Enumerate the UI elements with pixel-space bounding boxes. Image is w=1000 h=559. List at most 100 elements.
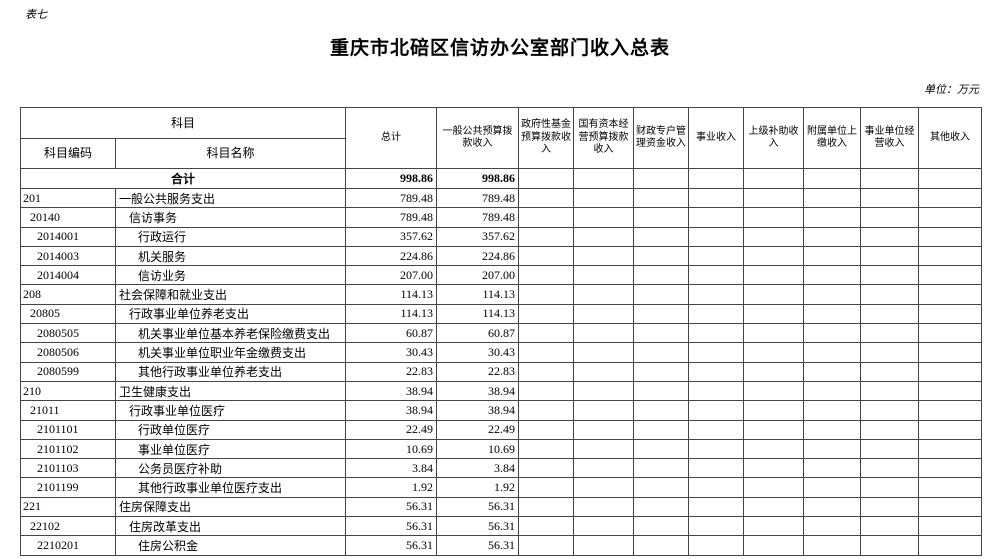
column-header-6: 事业收入	[688, 107, 745, 169]
sheet-label: 表七	[25, 9, 47, 21]
column-header-5: 财政专户管理资金收入	[633, 107, 690, 169]
value-cell	[860, 245, 920, 267]
total-value-cell: 998.86	[436, 168, 520, 189]
value-cell	[688, 477, 745, 498]
value-cell: 224.86	[345, 245, 438, 267]
value-cell	[803, 245, 862, 267]
value-cell: 1.92	[436, 477, 520, 498]
subject-code-cell: 2101101	[20, 419, 116, 440]
value-cell	[573, 361, 635, 382]
total-label: 合计	[19, 168, 347, 189]
unit-note: 单位：万元	[924, 84, 979, 96]
value-cell	[860, 419, 920, 440]
value-cell	[743, 458, 805, 479]
value-cell	[518, 323, 575, 344]
value-cell	[573, 265, 635, 286]
value-cell	[573, 400, 635, 421]
value-cell: 224.86	[436, 245, 520, 267]
subject-code-cell: 22102	[20, 516, 116, 537]
header-row-top: 科目 总计 一般公共预算拨款收入 政府性基金预算拨款收入 国有资本经营预算拨款收入 财政…	[19, 107, 983, 169]
value-cell	[518, 535, 575, 556]
table-row: 2101199 其他行政事业单位医疗支出 1.92 1.92	[20, 477, 983, 498]
value-cell	[633, 323, 690, 344]
subject-code-cell: 20805	[20, 303, 116, 325]
column-header-9: 事业单位经营收入	[860, 107, 920, 169]
subject-code-cell: 210	[20, 380, 116, 402]
value-cell	[633, 284, 690, 305]
value-cell	[743, 207, 805, 228]
value-cell	[743, 477, 805, 498]
value-cell	[803, 477, 862, 498]
value-cell	[918, 284, 983, 305]
value-cell	[518, 284, 575, 305]
value-cell	[860, 323, 920, 344]
value-cell	[573, 226, 635, 247]
value-cell	[633, 458, 690, 479]
value-cell	[573, 245, 635, 267]
subject-name-cell: 信访业务	[114, 265, 347, 286]
subject-name-cell: 其他行政事业单位医疗支出	[114, 477, 347, 498]
value-cell	[743, 265, 805, 286]
value-cell	[803, 380, 862, 402]
value-cell	[518, 380, 575, 402]
column-header-4: 国有资本经营预算拨款收入	[573, 107, 635, 169]
value-cell: 114.13	[345, 284, 438, 305]
subject-name-cell: 行政运行	[114, 226, 347, 247]
value-cell: 56.31	[436, 496, 520, 518]
subject-code-cell: 20140	[20, 207, 116, 228]
subject-name-cell: 行政事业单位医疗	[114, 400, 347, 421]
subject-name-cell: 信访事务	[114, 207, 347, 228]
value-cell	[688, 400, 745, 421]
value-cell	[688, 207, 745, 228]
value-cell	[860, 303, 920, 325]
value-cell	[518, 303, 575, 325]
subject-name-cell: 一般公共服务支出	[114, 187, 347, 209]
value-cell: 3.84	[436, 458, 520, 479]
subject-name-cell: 事业单位医疗	[114, 438, 347, 460]
value-cell	[803, 400, 862, 421]
table-row: 2210201 住房公积金 56.31 56.31	[20, 535, 983, 556]
table-body: 合计 998.86 998.86 201 一般公共服务支出 789.48 789.48 201…	[19, 168, 983, 556]
value-cell: 357.62	[436, 226, 520, 247]
value-cell	[743, 438, 805, 460]
value-cell	[688, 323, 745, 344]
subject-name-cell: 卫生健康支出	[114, 380, 347, 402]
subject-code-cell: 201	[20, 187, 116, 209]
subject-name-cell: 其他行政事业单位养老支出	[114, 361, 347, 382]
value-cell: 56.31	[436, 535, 520, 556]
subject-code-cell: 2080505	[20, 323, 116, 344]
total-value-cell	[573, 168, 635, 189]
value-cell	[518, 400, 575, 421]
subject-name-cell: 机关事业单位职业年金缴费支出	[114, 342, 347, 363]
table-row: 2014004 信访业务 207.00 207.00	[20, 265, 983, 286]
header-subject: 科目	[19, 107, 347, 139]
value-cell	[688, 380, 745, 402]
value-cell	[743, 419, 805, 440]
value-cell	[860, 342, 920, 363]
value-cell	[743, 380, 805, 402]
value-cell: 789.48	[345, 187, 438, 209]
value-cell	[860, 400, 920, 421]
value-cell: 56.31	[345, 535, 438, 556]
value-cell	[573, 207, 635, 228]
value-cell: 22.49	[436, 419, 520, 440]
value-cell	[633, 265, 690, 286]
total-value-cell	[803, 168, 862, 189]
value-cell	[633, 342, 690, 363]
subject-code-cell: 2080599	[20, 361, 116, 382]
value-cell	[860, 361, 920, 382]
value-cell	[688, 284, 745, 305]
value-cell: 22.83	[345, 361, 438, 382]
table-row: 21011 行政事业单位医疗 38.94 38.94	[20, 400, 983, 421]
subject-code-cell: 2014003	[20, 245, 116, 267]
table-row: 2080505 机关事业单位基本养老保险缴费支出 60.87 60.87	[20, 323, 983, 344]
value-cell	[860, 284, 920, 305]
value-cell	[633, 516, 690, 537]
value-cell	[518, 245, 575, 267]
value-cell	[860, 535, 920, 556]
column-header-10: 其他收入	[918, 107, 983, 169]
total-value-cell	[688, 168, 745, 189]
value-cell	[803, 265, 862, 286]
value-cell	[803, 303, 862, 325]
subject-code-cell: 2014001	[20, 226, 116, 247]
